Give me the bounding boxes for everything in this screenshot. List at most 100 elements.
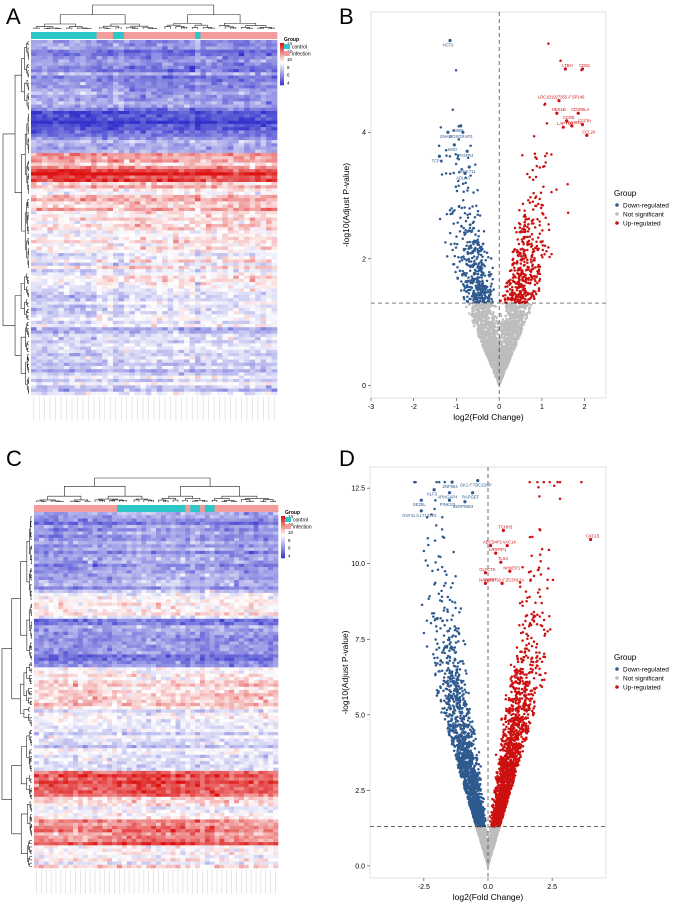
group-bar-cell	[178, 32, 185, 39]
group-bar-cell	[69, 32, 76, 39]
group-bar-cell	[173, 32, 179, 39]
group-bar-cell	[96, 32, 103, 39]
group-bar-cell	[92, 505, 98, 512]
group-bar-cell	[63, 32, 70, 39]
color-scale-tick: 14	[288, 514, 294, 519]
group-bar-cell	[145, 32, 152, 39]
gene-label-down: TFPI2	[432, 158, 444, 163]
heatmap-c: Group141210864controlinfection	[1, 477, 312, 894]
axes-d: -2.5 0.0 2.5 0.0 2.5 5.0 7.5 10.0 12.5 log2(Fold …	[340, 486, 557, 902]
gene-label-down: SERPINB3	[453, 504, 474, 509]
gene-label-up: NHKEP1	[503, 565, 520, 570]
gene-label-up: LTBH	[562, 63, 572, 68]
gene-label-down: GVF11 /LLT1/GV3	[402, 513, 437, 518]
group-bar-cell	[200, 32, 207, 39]
y-tick-label: 12.5	[351, 486, 365, 493]
group-bar-cell	[238, 505, 245, 512]
legend-swatch-infection	[285, 524, 291, 529]
group-bar-cell	[249, 32, 256, 39]
gene-label-up: CD52	[579, 63, 590, 68]
legend-label: Not significant	[623, 676, 664, 683]
group-bar-cell	[233, 32, 240, 39]
group-bar-cell	[243, 505, 250, 512]
group-bar-cell	[151, 505, 157, 512]
group-bar-cell	[107, 32, 114, 39]
group-bar-cell	[222, 32, 229, 39]
gene-label-down: KLF3	[427, 492, 438, 497]
gene-label-up: GLYCTK	[479, 567, 496, 572]
x-tick-label: 2.5	[547, 884, 557, 891]
y-tick-label: 10.0	[351, 561, 365, 568]
group-bar-cell	[189, 32, 196, 39]
scatter-points-d	[413, 480, 583, 867]
x-tick-label: 0	[497, 404, 501, 411]
axes-b: -3 -2 -1 0 1 2 0 2 4 log2(Fold Change) -log10(Adju…	[341, 130, 587, 422]
group-bar-cell	[199, 505, 206, 512]
x-tick-label: -3	[368, 404, 374, 411]
gene-label-down: ADLAA	[456, 175, 470, 180]
gene-label-down: DBP	[454, 128, 463, 133]
group-bar-cell	[87, 505, 93, 512]
gene-label-up: CD300LA	[571, 107, 589, 112]
group-bar-cell	[205, 32, 212, 39]
y-tick-label: 4	[362, 130, 366, 137]
gene-label-up: LRRFIP1	[489, 547, 507, 552]
group-bar-cell	[263, 505, 269, 512]
group-bar-cell	[82, 505, 88, 512]
group-bar-cell	[184, 32, 190, 39]
heatmap-legend-a: Group141210864controlinfection	[280, 37, 311, 86]
gene-label-down: GK1 // TBC1D8P	[460, 483, 492, 488]
group-bar-cell	[151, 32, 158, 39]
volcano-legend-b: Group Down-regulated Not significant Up-reg…	[614, 189, 669, 228]
legend-label: Up-regulated	[623, 221, 661, 228]
group-bar-cell	[63, 505, 69, 512]
group-bar-cell	[80, 32, 86, 39]
group-bar-cell	[74, 32, 81, 39]
y-tick-label: 7.5	[355, 637, 365, 644]
legend-label: Not significant	[623, 212, 664, 219]
heatmap-a: Group141210864controlinfection	[2, 4, 311, 421]
group-bar-cell	[112, 505, 118, 512]
y-tick-label: 2.5	[355, 788, 365, 795]
group-bar-cell	[107, 505, 113, 512]
group-bar-cell	[85, 32, 92, 39]
gene-label-down: SEZ6L	[413, 502, 426, 507]
y-tick-label: 0	[362, 383, 366, 390]
x-tick-label: -2	[411, 404, 417, 411]
group-bar-cell	[41, 32, 48, 39]
group-bar-cell	[58, 505, 64, 512]
column-dendrogram-c	[36, 477, 276, 502]
volcano-legend-d: Group Down-regulated Not significant Up-reg…	[614, 653, 669, 692]
group-bar-cell	[141, 505, 147, 512]
gene-label-up: VAC14	[503, 540, 517, 545]
group-bar-cell	[43, 505, 49, 512]
group-bar-cell	[253, 505, 259, 512]
color-scale-tick: 14	[287, 41, 293, 46]
group-bar-cell	[214, 505, 220, 512]
legend-marker	[615, 676, 619, 680]
legend-swatch-control	[285, 517, 291, 522]
group-bar-cell	[123, 32, 130, 39]
x-tick-label: 0.0	[483, 884, 493, 891]
gene-label-up: LAPTM5	[557, 121, 574, 126]
heatmap-legend-c: Group141210864controlinfection	[281, 510, 312, 559]
legend-marker	[615, 685, 619, 689]
panel-letter-a: A	[6, 4, 21, 29]
heatmap-cells-c	[34, 512, 279, 869]
group-bar-cell	[180, 505, 186, 512]
legend-label-infection: infection	[292, 52, 311, 58]
legend-label: Down-regulated	[623, 203, 669, 210]
group-bar-cell	[238, 32, 245, 39]
color-scale-tick: 4	[287, 81, 290, 86]
y-tick-label: 2	[362, 256, 366, 263]
group-bar-cell	[68, 505, 74, 512]
group-bar-cell	[204, 505, 210, 512]
scatter-points-b	[437, 42, 583, 386]
gene-label-up: CCR5	[563, 115, 575, 120]
group-bar-cell	[31, 32, 37, 39]
sample-labels-c	[36, 870, 276, 894]
group-bar-cell	[52, 32, 59, 39]
